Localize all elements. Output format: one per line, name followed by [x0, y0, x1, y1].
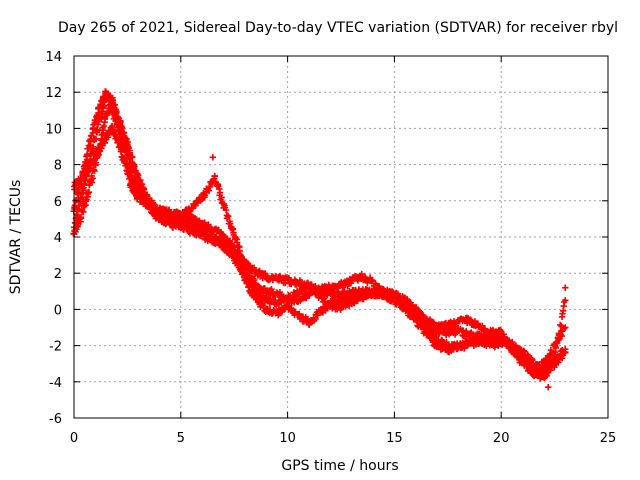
series-track-4	[70, 101, 569, 381]
x-axis-title: GPS time / hours	[281, 458, 398, 474]
data-point	[92, 161, 99, 169]
data-point	[548, 350, 555, 357]
data-point	[276, 288, 284, 296]
data-point	[132, 167, 139, 174]
data-point	[289, 295, 296, 303]
data-point	[422, 326, 429, 333]
data-point	[324, 292, 331, 299]
data-point	[558, 355, 566, 362]
data-point	[562, 324, 569, 331]
data-point	[285, 274, 293, 282]
data-point	[77, 215, 85, 222]
data-point	[230, 229, 237, 237]
data-point	[562, 349, 569, 357]
data-point	[83, 151, 91, 159]
data-point	[125, 171, 132, 178]
data-point	[452, 322, 459, 329]
data-point	[522, 355, 530, 362]
outlier-point	[209, 154, 217, 161]
chart-title: Day 265 of 2021, Sidereal Day-to-day VTE…	[58, 20, 618, 36]
data-point	[250, 282, 257, 290]
data-point	[87, 136, 94, 143]
data-point	[110, 126, 117, 133]
isolated-points	[209, 154, 569, 391]
data-point	[394, 290, 402, 297]
x-tick-label: 15	[386, 431, 403, 446]
axis-ticks	[73, 55, 609, 419]
data-point	[549, 349, 556, 356]
data-point	[104, 134, 112, 141]
data-point	[439, 337, 446, 344]
data-point	[99, 130, 106, 138]
data-point	[218, 194, 225, 201]
tick-labels: 0 5 10 15 20 25 -6 -4 -2 0 2 4 6 8 10 12 14	[45, 50, 616, 446]
data-point	[409, 311, 416, 318]
data-point	[277, 299, 285, 306]
data-point	[236, 247, 243, 255]
data-point	[80, 208, 87, 216]
data-point	[515, 345, 523, 352]
y-tick-label: 4	[54, 231, 62, 246]
y-tick-label: -6	[49, 412, 62, 427]
data-point	[128, 153, 136, 160]
data-point	[216, 189, 224, 196]
data-point	[97, 140, 104, 148]
data-point	[407, 299, 414, 306]
y-tick-label: 8	[54, 159, 62, 174]
data-point	[226, 220, 234, 227]
data-point	[85, 145, 92, 152]
data-point	[91, 167, 98, 175]
data-point	[115, 138, 123, 145]
outlier-point	[544, 384, 552, 391]
x-tick-label: 25	[600, 431, 617, 446]
x-tick-label: 20	[493, 431, 510, 446]
y-tick-label: -4	[49, 376, 62, 391]
y-tick-label: 0	[54, 303, 62, 318]
y-tick-label: 12	[45, 86, 62, 101]
data-point	[562, 297, 569, 304]
data-point	[89, 175, 96, 182]
y-tick-label: 10	[45, 122, 62, 137]
x-tick-label: 5	[177, 431, 185, 446]
data-point	[328, 287, 335, 294]
data-point	[231, 252, 239, 259]
data-point	[162, 207, 169, 214]
y-tick-label: -2	[49, 340, 62, 355]
data-point	[108, 123, 116, 130]
data-point	[149, 205, 156, 213]
data-series	[70, 88, 569, 391]
data-point	[122, 160, 130, 167]
data-point	[557, 321, 564, 329]
data-point	[358, 270, 365, 278]
y-tick-label: 2	[54, 267, 62, 282]
y-axis-title: SDTVAR / TECUs	[8, 180, 24, 295]
data-point	[118, 146, 125, 153]
x-tick-label: 0	[70, 431, 78, 446]
y-tick-label: 6	[54, 195, 62, 210]
y-tick-label: 14	[45, 50, 62, 65]
outlier-point	[562, 284, 569, 291]
data-point	[370, 287, 378, 294]
data-point	[90, 124, 98, 132]
data-point	[97, 102, 104, 109]
data-point	[123, 135, 130, 142]
data-point	[429, 337, 437, 345]
x-tick-label: 10	[279, 431, 296, 446]
data-point	[224, 212, 232, 220]
data-point	[314, 311, 321, 319]
data-point	[92, 135, 100, 143]
data-point	[305, 321, 313, 328]
data-point	[400, 294, 408, 301]
data-point	[85, 188, 93, 196]
data-point	[560, 325, 568, 332]
data-point	[194, 199, 201, 207]
